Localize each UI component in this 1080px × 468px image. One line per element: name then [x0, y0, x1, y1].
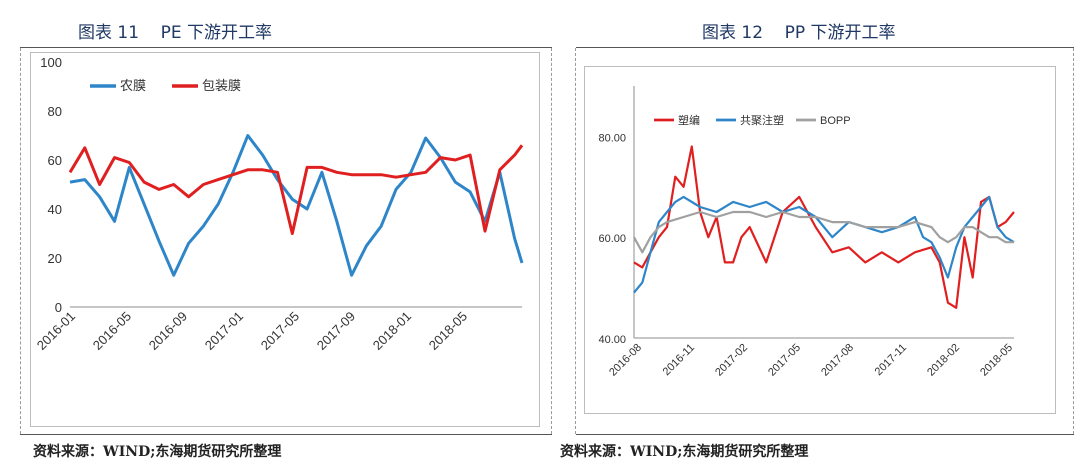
y-tick-label: 60.00	[598, 233, 626, 245]
y-tick-label: 60	[48, 153, 62, 168]
right-frame-right	[1073, 48, 1074, 434]
right-frame-left	[575, 48, 576, 434]
y-tick-label: 80.00	[598, 132, 626, 144]
center-divider	[551, 48, 552, 434]
right-bottom-rule	[576, 434, 1074, 435]
plot-frame	[30, 52, 540, 427]
right-source-note: 资料来源：WIND;东海期货研究所整理	[560, 444, 809, 460]
legend-label: 包装膜	[202, 78, 241, 93]
left-frame-left	[20, 48, 21, 434]
right-title-rule	[576, 47, 1074, 48]
series-line-1	[68, 144, 524, 235]
left-title-rule	[20, 47, 552, 48]
legend-label: BOPP	[820, 115, 851, 127]
left-source-note: 资料来源：WIND;东海期货研究所整理	[33, 444, 282, 460]
legend-label: 农膜	[120, 78, 146, 93]
y-tick-label: 0	[55, 300, 62, 315]
figure-11-title: 图表 11 PE 下游开工率	[78, 23, 273, 43]
y-tick-label: 40.00	[598, 334, 626, 346]
legend-label: 塑编	[678, 113, 700, 127]
left-bottom-rule	[20, 434, 552, 435]
series-line-2	[633, 210, 1014, 254]
figure-12-title: 图表 12 PP 下游开工率	[702, 23, 896, 43]
y-tick-label: 100	[40, 55, 62, 70]
legend-label: 共聚注塑	[740, 113, 784, 127]
y-tick-label: 80	[48, 104, 62, 119]
y-tick-label: 20	[48, 251, 62, 266]
y-tick-label: 40	[48, 202, 62, 217]
